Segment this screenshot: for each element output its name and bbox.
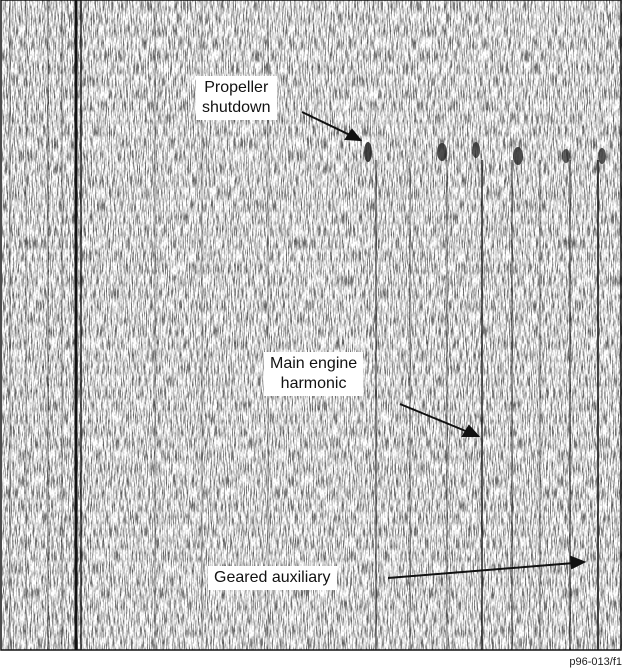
plot-frame (0, 0, 622, 651)
propeller-shutdown-arrow-line (301, 111, 353, 137)
propeller-shutdown-marks (364, 142, 606, 165)
main-engine-arrow-line (399, 403, 469, 433)
propeller-shutdown-line2: shutdown (202, 99, 271, 116)
propeller-shutdown-label: Propeller shutdown (196, 76, 277, 120)
geared-auxiliary-line1: Geared auxiliary (214, 569, 331, 586)
propeller-shutdown-line1: Propeller (204, 79, 269, 96)
main-engine-harmonic-line1: Main engine (270, 355, 358, 372)
propeller-shutdown-arrowhead (344, 128, 363, 142)
geared-auxiliary-arrowhead (569, 555, 587, 570)
main-engine-arrowhead (461, 424, 481, 437)
main-engine-harmonic-label: Main engine harmonic (264, 352, 364, 396)
main-engine-harmonic-line2: harmonic (280, 375, 347, 392)
geared-auxiliary-arrow-line (387, 562, 575, 579)
annotation-arrows (301, 111, 587, 579)
figure-credit: p96-013/f1 (567, 655, 622, 669)
spectrogram-area (2, 0, 622, 650)
geared-auxiliary-label: Geared auxiliary (208, 566, 337, 590)
spectral-lines (9, 0, 599, 650)
